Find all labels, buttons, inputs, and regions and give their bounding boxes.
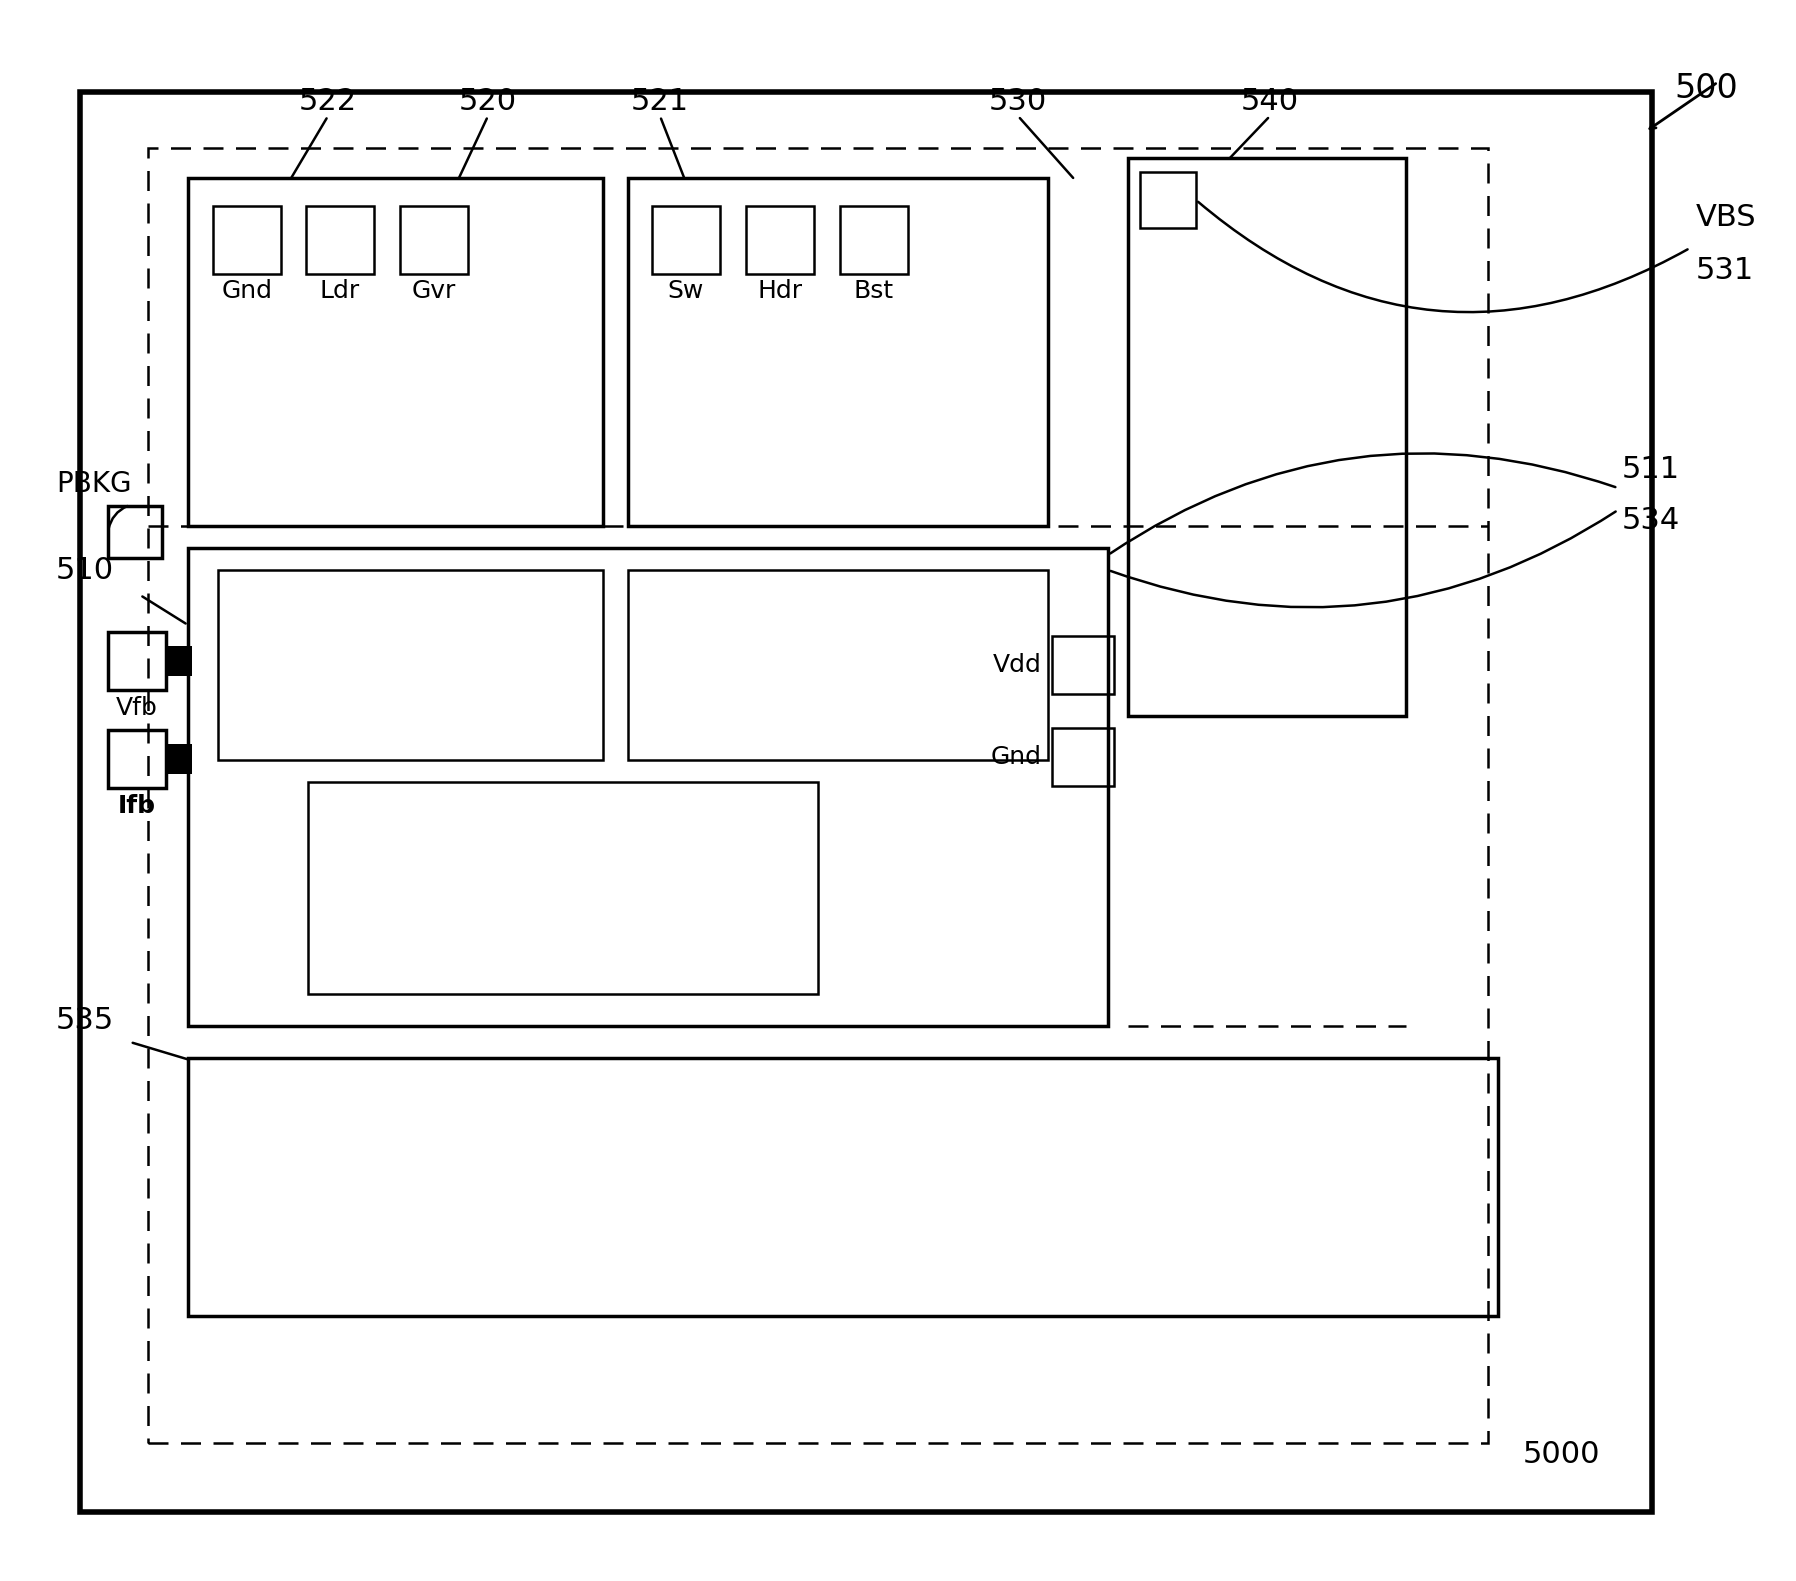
- Bar: [108, 506, 162, 558]
- Bar: [401, 206, 469, 274]
- Text: 500: 500: [1674, 73, 1739, 104]
- Text: 522: 522: [298, 87, 357, 115]
- Text: 534: 534: [1622, 506, 1681, 534]
- Text: Vdd: Vdd: [993, 653, 1042, 677]
- Bar: [629, 179, 1049, 526]
- Bar: [305, 206, 374, 274]
- Text: Vfb: Vfb: [117, 696, 158, 719]
- Text: Gnd: Gnd: [221, 278, 273, 304]
- Text: Gnd: Gnd: [991, 745, 1042, 768]
- Text: Ifb: Ifb: [119, 794, 156, 817]
- Text: Hdr: Hdr: [758, 278, 803, 304]
- Bar: [81, 92, 1652, 1511]
- Text: 531: 531: [1695, 256, 1755, 285]
- Bar: [189, 549, 1108, 1026]
- Bar: [1140, 172, 1196, 228]
- Bar: [841, 206, 909, 274]
- Text: 535: 535: [56, 1006, 115, 1036]
- Bar: [108, 632, 165, 689]
- Text: Sw: Sw: [668, 278, 704, 304]
- Text: PBKG: PBKG: [56, 470, 131, 498]
- Bar: [629, 571, 1049, 760]
- Text: VBS: VBS: [1695, 202, 1756, 232]
- Bar: [217, 571, 603, 760]
- Text: Ldr: Ldr: [320, 278, 361, 304]
- Text: 510: 510: [56, 557, 115, 585]
- Bar: [189, 1058, 1498, 1315]
- Bar: [189, 179, 603, 526]
- Text: Bst: Bst: [853, 278, 894, 304]
- Bar: [165, 647, 192, 677]
- Text: 5000: 5000: [1523, 1440, 1600, 1469]
- Bar: [745, 206, 814, 274]
- Text: 520: 520: [460, 87, 517, 115]
- Text: 511: 511: [1622, 455, 1679, 484]
- Bar: [307, 783, 817, 994]
- Bar: [108, 730, 165, 787]
- Text: 540: 540: [1241, 87, 1299, 115]
- Text: 530: 530: [990, 87, 1047, 115]
- Bar: [147, 149, 1489, 1443]
- Bar: [652, 206, 720, 274]
- Bar: [1052, 636, 1114, 694]
- Bar: [1128, 158, 1406, 716]
- Bar: [165, 745, 192, 775]
- Text: Gvr: Gvr: [411, 278, 456, 304]
- Bar: [214, 206, 280, 274]
- Bar: [1052, 727, 1114, 786]
- Text: 521: 521: [630, 87, 690, 115]
